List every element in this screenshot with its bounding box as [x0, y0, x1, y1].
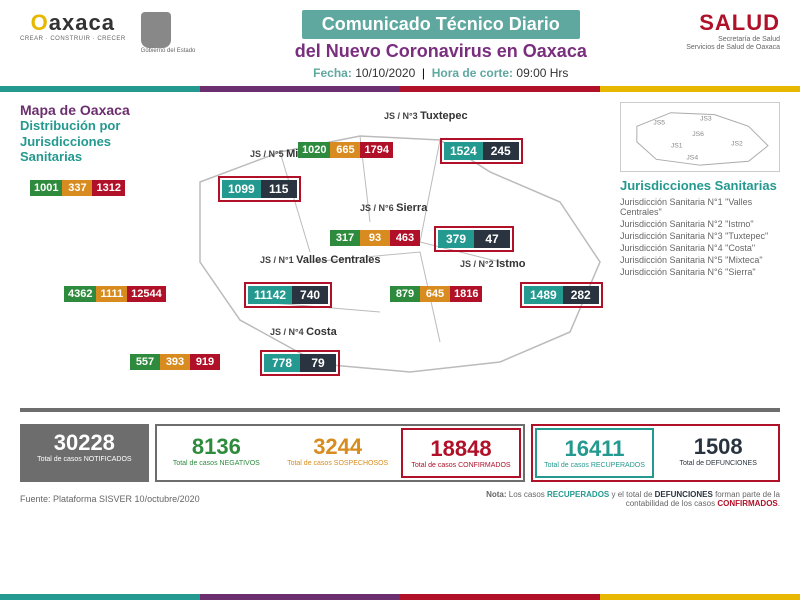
juris-pair: 37947 [434, 226, 514, 252]
juris-pair: 11142740 [244, 282, 332, 308]
juris-triple: 31793463 [330, 230, 420, 246]
totals-row: 30228 Total de casos NOTIFICADOS 8136 To… [0, 412, 800, 482]
total-defunciones: 1508 Total de DEFUNCIONES [660, 428, 776, 478]
map-subtitle: Distribución por Jurisdicciones Sanitari… [20, 118, 150, 165]
salud-logo: SALUD Secretaría de Salud Servicios de S… [686, 10, 780, 53]
svg-text:JS6: JS6 [692, 131, 704, 138]
date-line: Fecha: 10/10/2020 | Hora de corte: 09:00… [210, 66, 671, 80]
sidebar-title: Jurisdicciones Sanitarias [620, 178, 780, 193]
sidebar: JS5 JS3 JS6 JS1 JS2 JS4 Jurisdicciones S… [620, 102, 780, 402]
juris-triple: 10206651794 [298, 142, 393, 158]
juris-pair: 1099115 [218, 176, 301, 202]
title-line2: del Nuevo Coronavirus en Oaxaca [210, 41, 671, 62]
footer-accent-bar [0, 594, 800, 600]
juris-triple: 557393919 [130, 354, 220, 370]
juris-label: JS / N°6 Sierra [360, 202, 427, 214]
sidebar-item: Jurisdicción Sanitaria N°5 "Mixteca" [620, 255, 780, 265]
map-section: Mapa de Oaxaca Distribución por Jurisdic… [0, 92, 800, 402]
total-negativos: 8136 Total de casos NEGATIVOS [159, 428, 274, 478]
juris-label: JS / N°3 Tuxtepec [384, 110, 468, 122]
total-sospechosos: 3244 Total de casos SOSPECHOSOS [280, 428, 395, 478]
juris-triple: 4362111112544 [64, 286, 166, 302]
title-block: Comunicado Técnico Diario del Nuevo Coro… [210, 10, 671, 80]
logo-tagline: CREAR · CONSTRUIR · CRECER [20, 36, 126, 42]
accent-bar [0, 86, 800, 92]
juris-pair: 1524245 [440, 138, 523, 164]
gov-shield: Gobierno del Estado [141, 10, 196, 54]
svg-text:JS3: JS3 [700, 115, 712, 122]
juris-label: JS / N°2 Istmo [460, 258, 525, 270]
svg-text:JS2: JS2 [731, 141, 743, 148]
juris-label: JS / N°1 Valles Centrales [260, 254, 381, 266]
footer-note: Nota: Los casos RECUPERADOS y el total d… [460, 490, 780, 509]
sidebar-item: Jurisdicción Sanitaria N°3 "Tuxtepec" [620, 231, 780, 241]
juris-label: JS / N°4 Costa [270, 326, 337, 338]
total-notificados: 30228 Total de casos NOTIFICADOS [20, 424, 149, 482]
juris-triple: 10013371312 [30, 180, 125, 196]
sidebar-item: Jurisdicción Sanitaria N°6 "Sierra" [620, 267, 780, 277]
mini-map: JS5 JS3 JS6 JS1 JS2 JS4 [620, 102, 780, 172]
sidebar-item: Jurisdicción Sanitaria N°1 "Valles Centr… [620, 197, 780, 217]
header: Oaxaca CREAR · CONSTRUIR · CRECER Gobier… [0, 0, 800, 80]
logo-oaxaca: Oaxaca CREAR · CONSTRUIR · CRECER [20, 10, 126, 42]
svg-text:JS5: JS5 [653, 119, 665, 126]
juris-triple: 8796451816 [390, 286, 482, 302]
map-area: JS / N°5 Mixteca100133713121099115JS / N… [160, 102, 610, 402]
juris-pair: 77879 [260, 350, 340, 376]
total-recuperados: 16411 Total de casos RECUPERADOS [535, 428, 655, 478]
juris-pair: 1489282 [520, 282, 603, 308]
sidebar-item: Jurisdicción Sanitaria N°2 "Istmo" [620, 219, 780, 229]
svg-text:JS1: JS1 [671, 143, 683, 150]
map-title: Mapa de Oaxaca [20, 102, 150, 118]
svg-text:JS4: JS4 [686, 154, 698, 161]
footer: Fuente: Plataforma SISVER 10/octubre/202… [0, 482, 800, 509]
title-line1: Comunicado Técnico Diario [302, 10, 580, 39]
total-confirmados: 18848 Total de casos CONFIRMADOS [401, 428, 520, 478]
fuente-text: Fuente: Plataforma SISVER 10/octubre/202… [20, 494, 200, 504]
sidebar-item: Jurisdicción Sanitaria N°4 "Costa" [620, 243, 780, 253]
